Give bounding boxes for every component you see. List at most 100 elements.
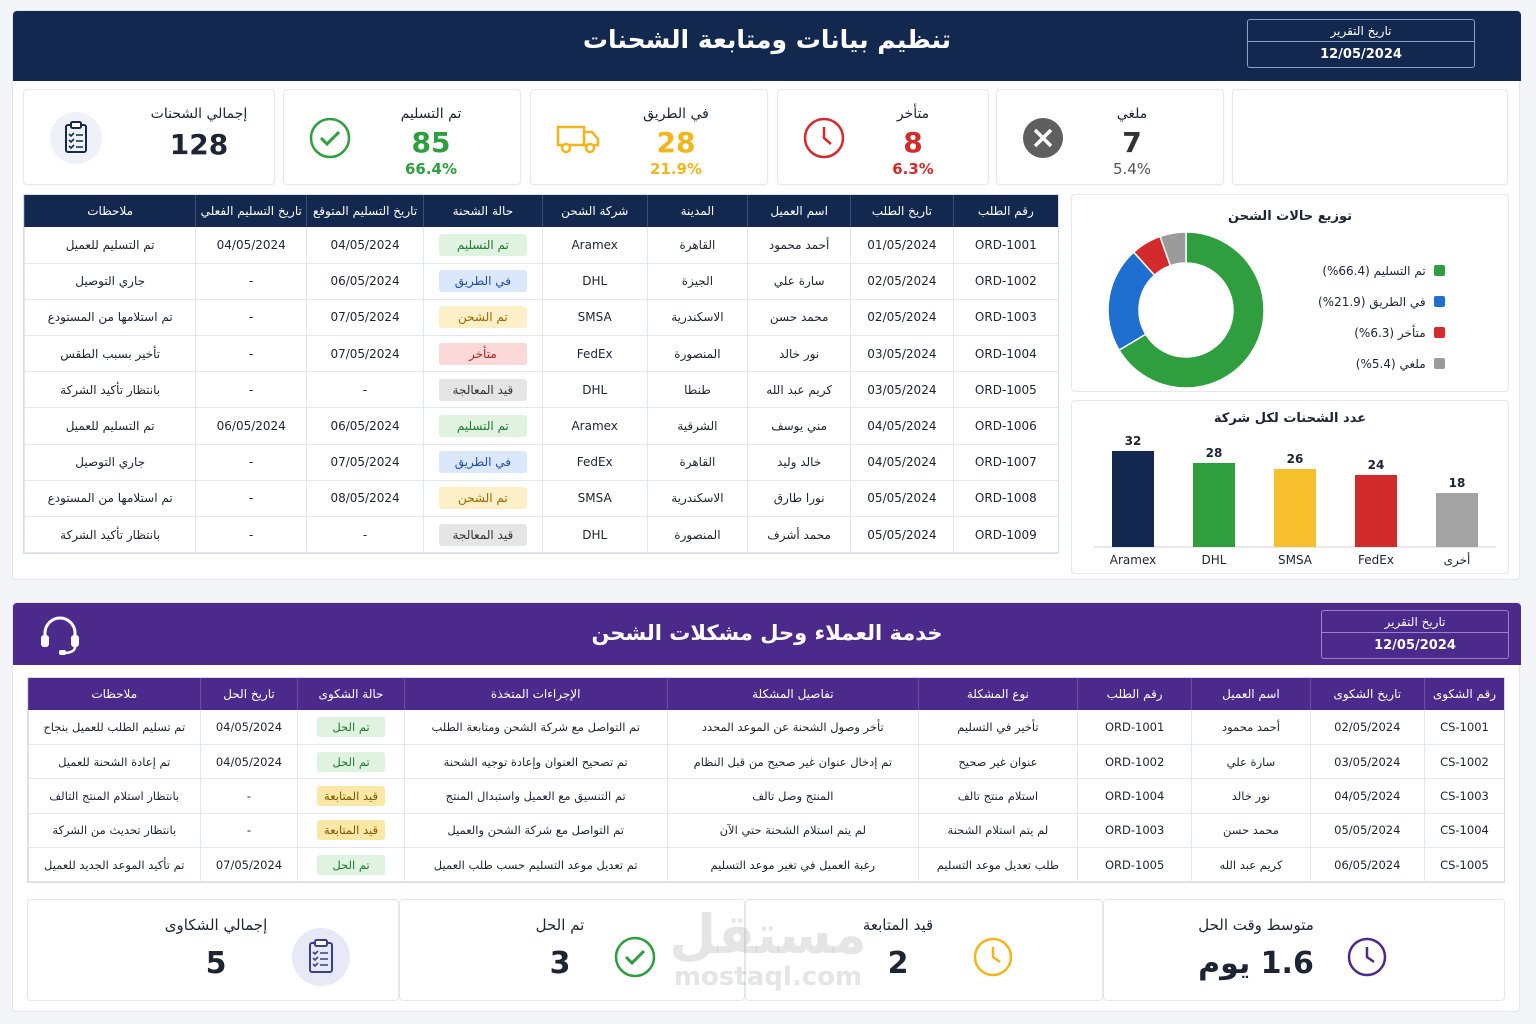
shipment-col-header[interactable]: رقم الطلب <box>952 195 1058 227</box>
complaint-col-header[interactable]: الإجراءات المتخذة <box>403 678 668 710</box>
kpi-delivered-value: 85 <box>411 126 451 159</box>
bar-value-label: 28 <box>1206 446 1223 460</box>
shipment-cell: DHL <box>541 371 648 409</box>
shipment-col-header[interactable]: حالة الشحنة <box>422 195 543 227</box>
truck-icon <box>553 112 605 164</box>
shipment-row[interactable]: ORD-1006 04/05/2024 مني يوسف الشرقية Aramex ت… <box>23 407 1058 445</box>
donut-slice[interactable] <box>1159 231 1187 267</box>
complaint-col-header[interactable]: رقم الطلب <box>1076 678 1192 710</box>
legend-item: في الطريق (21.9%) <box>1318 286 1445 317</box>
shipment-cell: - <box>195 444 307 481</box>
shipment-cell: تأخير بسبب الطقس <box>23 335 196 373</box>
bar-chart-title: عدد الشحنات لكل شركة <box>1213 411 1367 426</box>
complaint-cell: سارة علي <box>1191 744 1311 780</box>
bar[interactable] <box>1436 493 1478 547</box>
shipment-row[interactable]: ORD-1005 03/05/2024 كريم عبد الله طنطا DHL قي… <box>23 371 1058 409</box>
complaint-col-header[interactable]: رقم الشكوى <box>1423 678 1504 710</box>
shipment-cell: خالد وليد <box>747 444 851 481</box>
complaint-row[interactable]: CS-1005 06/05/2024 كريم عبد الله ORD-1005 طل… <box>28 847 1504 883</box>
kpi-in-transit-label: في الطريق <box>643 106 709 122</box>
shipment-row[interactable]: ORD-1003 02/05/2024 محمد حسن الاسكندرية SMSA… <box>23 299 1058 337</box>
complaint-cell: 07/05/2024 <box>199 847 298 883</box>
shipment-row[interactable]: ORD-1009 05/05/2024 محمد أشرف المنصورة DHL قي… <box>23 516 1058 554</box>
complaint-col-header[interactable]: اسم العميل <box>1191 678 1311 710</box>
shipment-row[interactable]: ORD-1008 05/05/2024 نورا طارق الاسكندرية SMS… <box>23 480 1058 518</box>
complaint-row[interactable]: CS-1004 05/05/2024 محمد حسن ORD-1003 لم يتم … <box>28 813 1504 849</box>
bar[interactable] <box>1355 475 1397 547</box>
complaint-cell: 03/05/2024 <box>1309 744 1425 780</box>
complaint-cell: أحمد محمود <box>1191 710 1311 745</box>
shipment-col-header[interactable]: شركة الشحن <box>541 195 648 227</box>
shipment-col-header[interactable]: المدينة <box>646 195 748 227</box>
donut-slice[interactable] <box>1118 231 1265 389</box>
bar[interactable] <box>1112 451 1154 547</box>
shipment-cell: تم التسليم <box>422 407 543 445</box>
shipment-col-header[interactable]: اسم العميل <box>747 195 851 227</box>
complaint-col-header[interactable]: نوع المشكلة <box>917 678 1078 710</box>
shipment-cell: تم الشحن <box>422 299 543 337</box>
shipment-cell: ORD-1003 <box>952 299 1058 337</box>
shipment-cell: ORD-1006 <box>952 407 1058 445</box>
shipment-cell: تم التسليم <box>422 227 543 264</box>
complaint-cell: CS-1003 <box>1423 778 1504 814</box>
complaint-col-header[interactable]: تفاصيل المشكلة <box>666 678 919 710</box>
shipment-cell: ORD-1007 <box>952 444 1058 481</box>
legend-label: في الطريق (21.9%) <box>1318 294 1426 309</box>
complaint-cell: 04/05/2024 <box>199 744 298 780</box>
status-badge: قيد المعالجة <box>438 523 527 546</box>
shipment-col-header[interactable]: ملاحظات <box>23 195 196 227</box>
shipment-col-header[interactable]: تاريخ الطلب <box>850 195 954 227</box>
shipment-cell: الشرقية <box>646 407 748 445</box>
status-badge: تم الشحن <box>438 487 527 510</box>
complaint-col-header[interactable]: حالة الشكوى <box>297 678 405 710</box>
shipment-cell: متأخر <box>422 335 543 373</box>
shipment-cell: 07/05/2024 <box>306 335 424 373</box>
shipment-row[interactable]: ORD-1002 02/05/2024 سارة علي الجيزة DHL في ال… <box>23 263 1058 300</box>
legend-item: متأخر (6.3%) <box>1318 317 1445 348</box>
shipment-cell: - <box>195 335 307 373</box>
complaint-row[interactable]: CS-1001 02/05/2024 أحمد محمود ORD-1001 تأخير… <box>28 710 1504 745</box>
shipment-cell: 08/05/2024 <box>306 480 424 518</box>
shipment-cell: أحمد محمود <box>747 227 851 264</box>
complaint-col-header[interactable]: تاريخ الشكوى <box>1309 678 1425 710</box>
support-report-date-label: تاريخ التقرير <box>1322 611 1508 633</box>
shipment-cell: 02/05/2024 <box>850 299 954 337</box>
shipment-cell: كريم عبد الله <box>747 371 851 409</box>
shipment-cell: 04/05/2024 <box>850 407 954 445</box>
shipment-cell: تم الشحن <box>422 480 543 518</box>
legend-swatch <box>1433 358 1445 369</box>
shipment-cell: المنصورة <box>646 516 748 554</box>
shipments-table-header: رقم الطلب تاريخ الطلب اسم العميل المدينة شرك… <box>23 195 1058 227</box>
shipment-cell: ORD-1005 <box>952 371 1058 409</box>
headset-icon <box>37 611 83 657</box>
shipment-row[interactable]: ORD-1007 04/05/2024 خالد وليد القاهرة FedEx ف… <box>23 444 1058 481</box>
complaint-cell: تم الحل <box>297 710 405 745</box>
kpi-total-complaints-value: 5 <box>205 946 227 981</box>
kpi-cancelled-value: 7 <box>1122 126 1142 159</box>
complaint-cell: CS-1002 <box>1423 744 1504 780</box>
complaint-cell: 02/05/2024 <box>1309 710 1425 745</box>
complaint-col-header[interactable]: تاريخ الحل <box>199 678 298 710</box>
complaint-cell: ORD-1003 <box>1076 813 1192 849</box>
bar[interactable] <box>1193 463 1235 547</box>
complaint-cell: تم تأكيد الموعد الجديد للعميل <box>28 847 200 883</box>
bar[interactable] <box>1274 469 1316 547</box>
complaint-row[interactable]: CS-1002 03/05/2024 سارة علي ORD-1002 عنوان غ… <box>28 744 1504 780</box>
shipment-cell: قيد المعالجة <box>422 371 543 409</box>
complaint-cell: ORD-1004 <box>1076 778 1192 814</box>
status-badge: قيد المتابعة <box>317 785 385 806</box>
complaint-cell: تأخير في التسليم <box>917 710 1078 745</box>
shipment-col-header[interactable]: تاريخ التسليم الفعلي <box>195 195 307 227</box>
complaint-row[interactable]: CS-1003 04/05/2024 نور خالد ORD-1004 استلام … <box>28 778 1504 814</box>
shipment-cell: ORD-1002 <box>952 263 1058 300</box>
shipments-table: رقم الطلب تاريخ الطلب اسم العميل المدينة شرك… <box>23 194 1059 554</box>
complaint-cell: تم الحل <box>297 847 405 883</box>
shipment-row[interactable]: ORD-1001 01/05/2024 أحمد محمود القاهرة Arame… <box>23 227 1058 264</box>
shipment-col-header[interactable]: تاريخ التسليم المتوقع <box>306 195 424 227</box>
check-circle-icon <box>612 934 658 980</box>
shipment-row[interactable]: ORD-1004 03/05/2024 نور خالد المنصورة FedEx م… <box>23 335 1058 373</box>
complaint-cell: بانتظار تحديث من الشركة <box>28 813 200 849</box>
complaint-cell: CS-1004 <box>1423 813 1504 849</box>
complaint-col-header[interactable]: ملاحظات <box>28 678 200 710</box>
